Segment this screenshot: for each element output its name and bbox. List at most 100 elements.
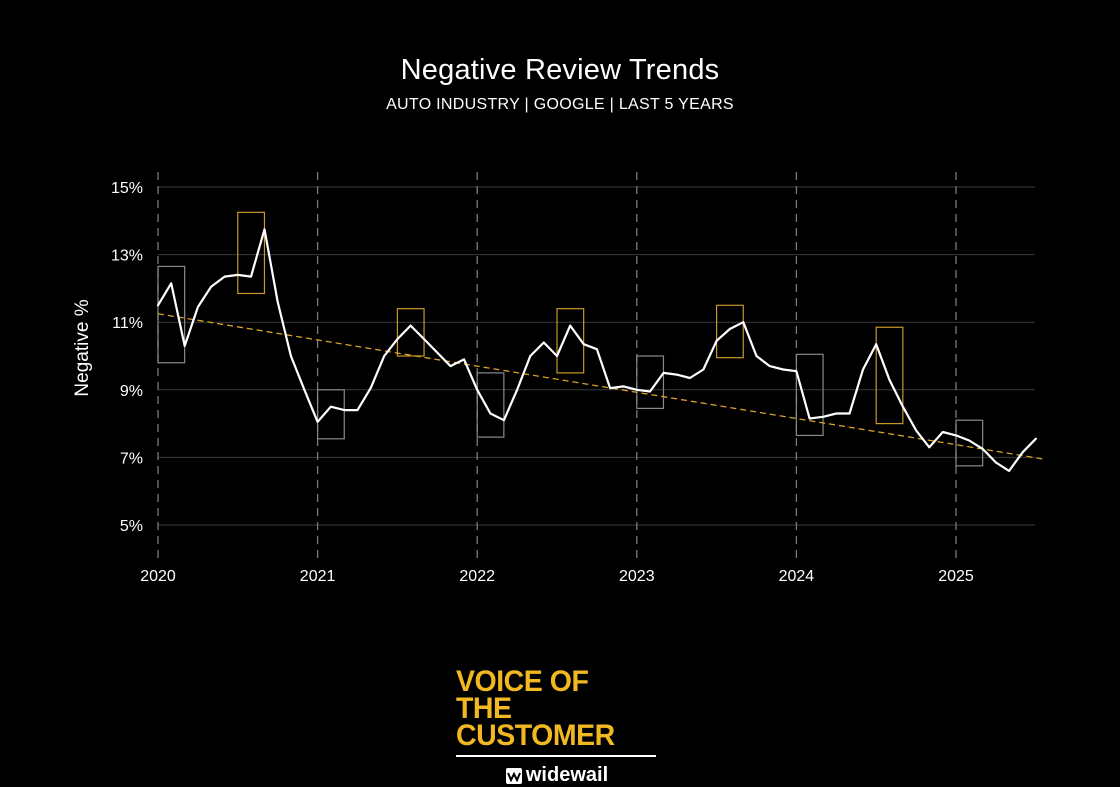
data-point (622, 385, 625, 388)
data-point (636, 389, 638, 391)
data-point (409, 324, 412, 327)
data-point (1035, 438, 1037, 440)
data-point (1021, 451, 1024, 454)
data-point (822, 416, 824, 418)
range-box-low (955, 419, 984, 467)
data-point (263, 228, 266, 231)
range-boxes (157, 211, 984, 467)
data-point (423, 338, 425, 340)
data-point (715, 339, 718, 342)
x-tick-label: 2021 (300, 568, 336, 585)
range-box-low (317, 389, 345, 440)
range-box-peak (715, 304, 744, 359)
x-tick-label: 2023 (619, 568, 655, 585)
data-point (808, 417, 811, 420)
y-tick-label: 15% (111, 180, 143, 197)
data-point (955, 434, 957, 437)
data-point (316, 421, 319, 423)
data-point (609, 387, 611, 389)
data-point (995, 461, 997, 464)
x-tick-label: 2022 (459, 568, 495, 585)
data-point (463, 358, 465, 361)
data-point (303, 389, 306, 391)
data-point (582, 343, 585, 345)
range-box-low (795, 353, 824, 437)
y-tick-label: 11% (112, 315, 143, 332)
data-point (516, 389, 518, 391)
data-point (875, 343, 877, 345)
data-point (1008, 470, 1010, 472)
data-point (795, 370, 798, 373)
trendline-group (157, 313, 1044, 460)
range-box-peak (875, 326, 904, 425)
range-box-low (476, 372, 505, 438)
data-point (556, 355, 558, 357)
trendline (157, 313, 1044, 460)
data-point (170, 282, 173, 285)
chart-subtitle: AUTO INDUSTRY | GOOGLE | LAST 5 YEARS (386, 96, 734, 113)
range-box-peak (396, 308, 425, 357)
data-point (928, 446, 931, 449)
data-point (223, 275, 226, 278)
data-point (489, 412, 492, 415)
data-point (862, 368, 864, 371)
brand-divider (456, 755, 656, 757)
x-tick-label: 2025 (938, 568, 974, 585)
data-point (689, 377, 691, 379)
data-point (569, 324, 572, 327)
data-point (902, 405, 904, 408)
y-tick-label: 5% (120, 518, 143, 535)
data-point (835, 412, 838, 415)
series-group (156, 228, 1037, 472)
brand-sub: widewail (456, 764, 658, 787)
data-point (848, 412, 851, 415)
data-point (276, 301, 279, 303)
data-point (343, 409, 346, 411)
data-point (782, 368, 784, 371)
data-point (941, 431, 944, 433)
data-point (157, 304, 159, 307)
data-point (968, 439, 971, 442)
x-tick-label: 2024 (779, 568, 815, 585)
range-box-low (636, 355, 665, 409)
widewail-logo-icon (505, 767, 522, 784)
brand-block: VOICE OF THE CUSTOMER widewail (456, 665, 658, 787)
data-point (981, 448, 984, 450)
grid (157, 172, 1035, 560)
x-tick-label: 2020 (140, 568, 176, 585)
data-point (596, 348, 598, 351)
series-line (156, 228, 1037, 472)
data-point (742, 321, 745, 324)
axes: 15% 13% 11% 9% 7% 5% 2020 2021 2022 2023 2024 2025 N… (72, 180, 974, 585)
data-point (237, 274, 239, 276)
brand-sub-text: widewail (525, 764, 609, 786)
data-point (755, 355, 758, 357)
data-point (210, 285, 212, 288)
data-point (476, 389, 479, 391)
data-point (290, 355, 292, 357)
data-point (383, 355, 385, 357)
data-point (529, 355, 532, 357)
y-tick-label: 13% (111, 248, 143, 265)
y-axis-label: Negative % (72, 299, 93, 396)
range-box-peak (237, 211, 266, 295)
data-point (649, 390, 651, 393)
data-point (768, 365, 771, 367)
range-box-peak (556, 308, 585, 374)
data-point (542, 341, 545, 344)
chart-canvas: 15% 13% 11% 9% 7% 5% 2020 2021 2022 2023 2024 2025 N… (72, 172, 1044, 585)
data-point (503, 419, 505, 422)
range-box-low (157, 265, 186, 364)
data-point (197, 306, 199, 308)
data-point (662, 372, 665, 374)
data-point (330, 405, 332, 408)
data-point (369, 387, 372, 389)
y-tick-label: 7% (120, 450, 143, 467)
brand-line-1: VOICE OF THE (456, 665, 589, 725)
data-point (396, 338, 399, 340)
brand-line-2: CUSTOMER (456, 719, 615, 752)
data-point (702, 368, 705, 371)
y-tick-label: 9% (120, 383, 143, 400)
data-point (250, 275, 252, 278)
data-point (449, 365, 452, 367)
